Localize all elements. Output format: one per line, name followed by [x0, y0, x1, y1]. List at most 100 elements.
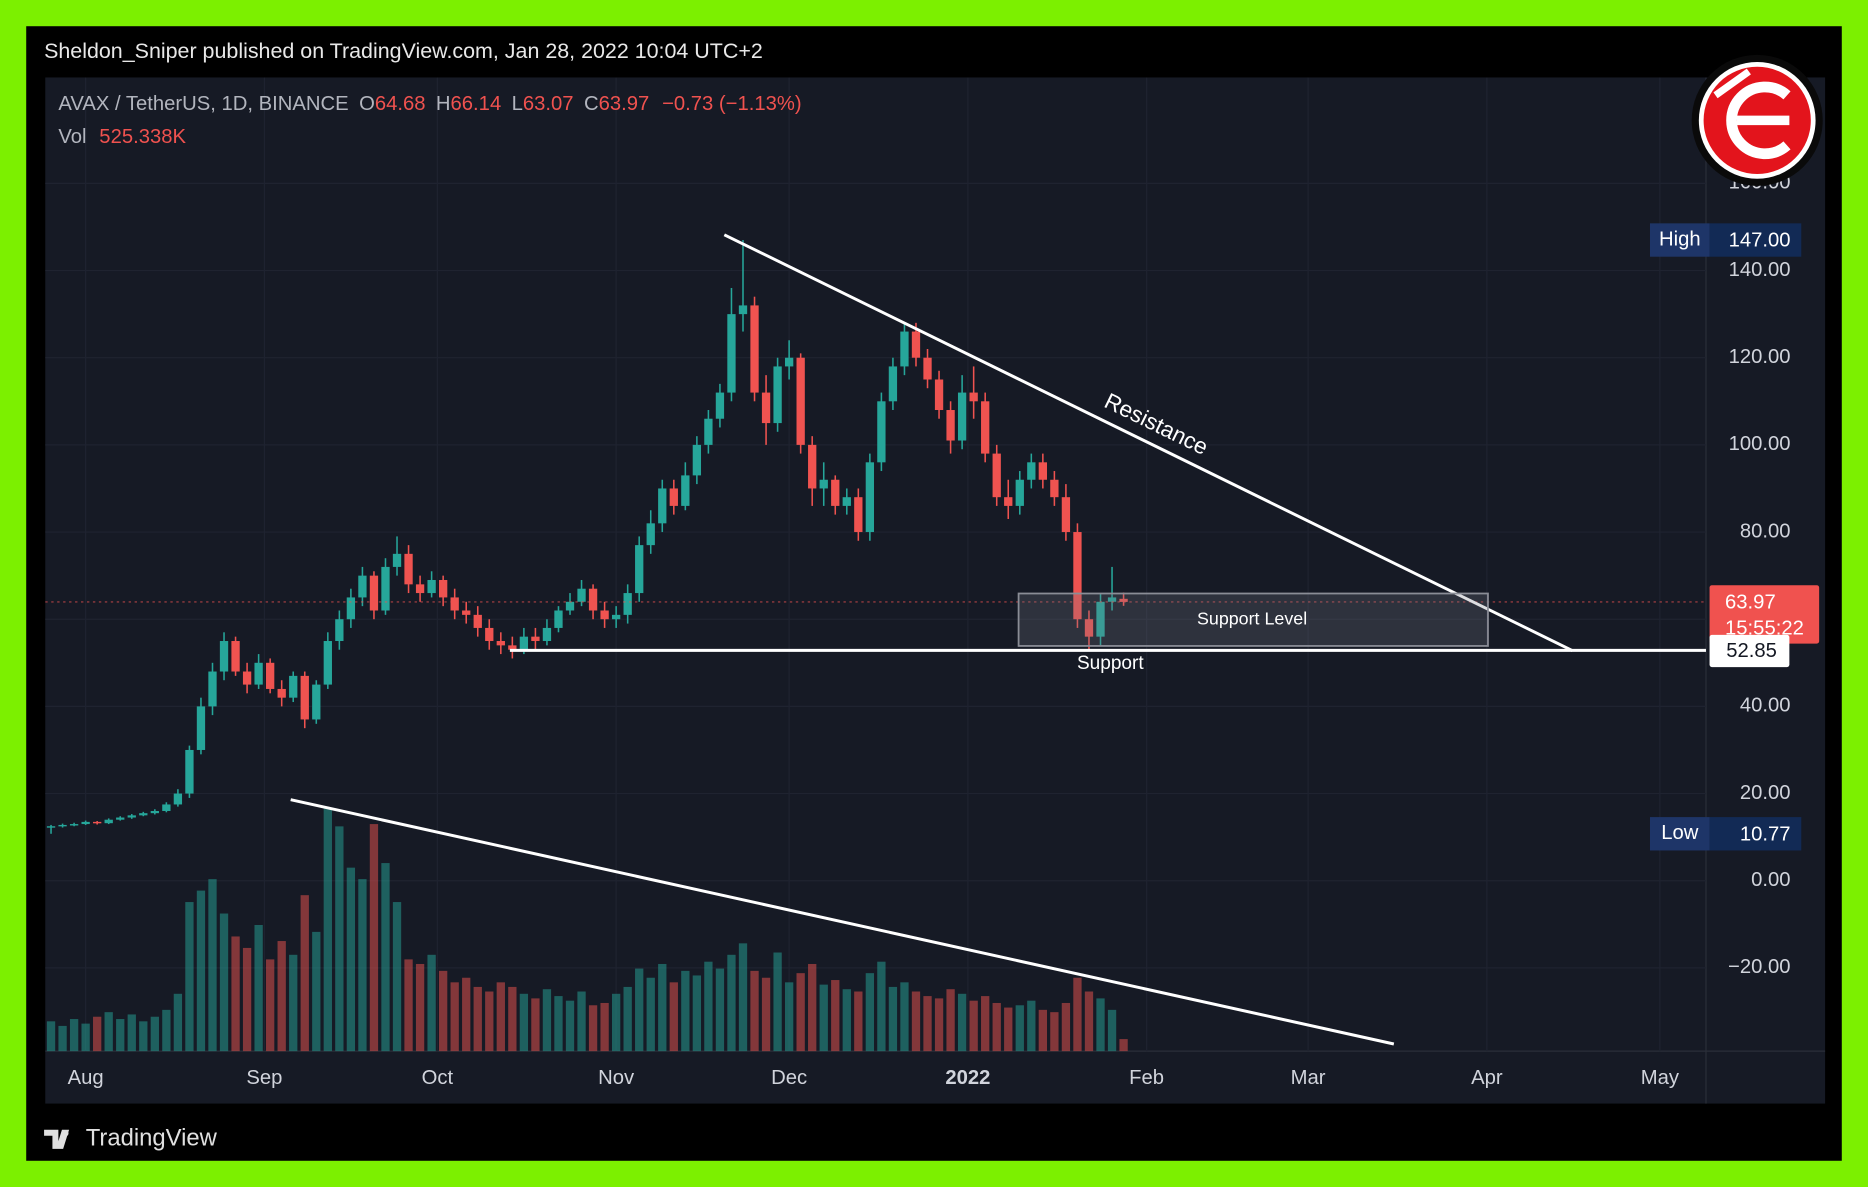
candle-body [554, 610, 563, 628]
candle-body [588, 588, 598, 611]
volume-bar [58, 1025, 67, 1052]
volume-bar [623, 986, 632, 1052]
volume-bar [669, 982, 678, 1052]
volume-bar [635, 968, 644, 1052]
y-tick-label: 20.00 [1740, 782, 1791, 804]
volume-bar [992, 1002, 1001, 1052]
marker-value-box [1709, 817, 1802, 851]
candle-body [173, 793, 183, 805]
candle-body [796, 357, 805, 445]
candle-body [196, 706, 206, 750]
candle-body [139, 813, 148, 816]
marker-name: Low [1661, 822, 1699, 844]
brand-name: TradingView [86, 1125, 218, 1152]
volume-bar [1096, 998, 1105, 1052]
candle-body [727, 314, 736, 393]
volume-bar [462, 977, 471, 1052]
marker-value-box [1709, 223, 1802, 257]
candle-body [1050, 479, 1059, 498]
volume-bar [392, 902, 402, 1052]
volume-bar [323, 808, 332, 1052]
candle-body [542, 627, 552, 642]
volume-bar [1050, 1012, 1059, 1052]
candle-body [392, 553, 402, 567]
y-tick-label: −20.00 [1728, 956, 1791, 978]
volume-bar [934, 998, 944, 1052]
candle-body [704, 418, 713, 445]
candle-body [681, 475, 690, 506]
volume-bar [738, 943, 748, 1052]
volume-bar [784, 982, 794, 1052]
candle-body [185, 749, 194, 794]
volume-bar [427, 954, 436, 1052]
volume-bar [1027, 1000, 1036, 1052]
candle-body [427, 579, 436, 594]
volume-bar [496, 982, 505, 1052]
y-tick-label: 80.00 [1740, 520, 1791, 542]
volume-bar [681, 970, 690, 1052]
candle-body [577, 588, 586, 602]
candle-body [715, 392, 725, 419]
candle-body [1061, 497, 1071, 533]
volume-bar [600, 1002, 609, 1052]
volume-bar [946, 989, 955, 1052]
volume-bar [588, 1005, 598, 1052]
volume-bar [888, 986, 898, 1052]
candle-body [150, 810, 159, 814]
candle-body [784, 357, 794, 367]
volume-bar [266, 959, 275, 1052]
candle-body [934, 379, 944, 411]
candle-body [335, 619, 344, 642]
volume-bar [773, 952, 782, 1052]
last-price-box [1709, 585, 1820, 644]
x-tick-label: Aug [68, 1067, 104, 1089]
candle-body [946, 410, 955, 441]
x-tick-label: 2022 [945, 1067, 990, 1089]
volume-bar [196, 890, 206, 1052]
ohlc-letter: C [584, 93, 599, 115]
publish-header: Sheldon_Sniper published on TradingView.… [44, 39, 763, 63]
volume-bar [727, 954, 736, 1052]
candle-body [496, 641, 505, 646]
candle-body [623, 593, 632, 615]
ohlc-letter: L [512, 93, 523, 115]
volume-bar [761, 977, 771, 1052]
x-tick-label: May [1641, 1067, 1680, 1089]
candle-body [669, 488, 678, 506]
volume-trend-line [290, 798, 1395, 1046]
y-tick-label: 0.00 [1751, 869, 1790, 891]
candle-body [658, 488, 667, 524]
candle-body [761, 392, 771, 424]
volume-bar [554, 996, 563, 1052]
ohlc-value: 63.07 [523, 93, 574, 115]
y-tick-label: 120.00 [1729, 346, 1791, 368]
candle-body [127, 815, 136, 818]
candle-body [923, 357, 932, 380]
candle-body [1073, 532, 1082, 620]
candle-body [116, 817, 125, 820]
volume-bar [519, 993, 529, 1052]
volume-bar [358, 879, 367, 1052]
candle-body [323, 641, 332, 685]
candle-body [485, 627, 494, 642]
candle-body [877, 401, 886, 463]
logo [1691, 54, 1823, 186]
volume-bar [819, 984, 828, 1052]
volume-bar [911, 991, 921, 1052]
volume-bar [335, 826, 344, 1052]
x-tick-label: Feb [1129, 1067, 1164, 1089]
candle-body [358, 575, 367, 598]
volume-bar [485, 991, 494, 1052]
volume-bar [473, 986, 482, 1052]
candle-body [242, 671, 252, 685]
x-tick-label: Sep [246, 1067, 282, 1089]
volume-bar [577, 991, 586, 1052]
price-change: −0.73 (−1.13%) [662, 93, 802, 115]
volume-bar [185, 902, 194, 1052]
candle-body [277, 688, 286, 698]
candle-body [738, 305, 748, 315]
volume-bar [692, 975, 702, 1052]
candle-body [692, 444, 702, 476]
candle-body [438, 579, 448, 598]
volume-bar [750, 970, 759, 1052]
